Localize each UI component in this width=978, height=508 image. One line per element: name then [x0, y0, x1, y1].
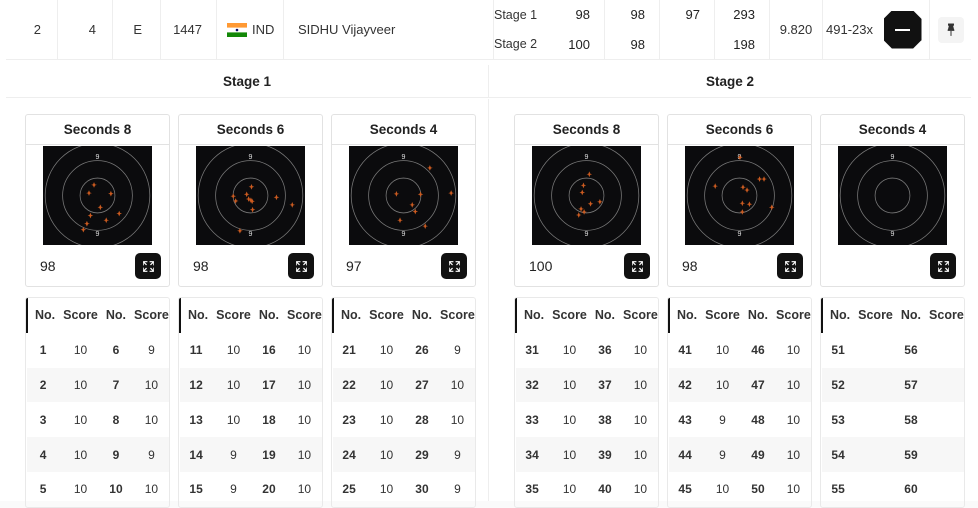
svg-text:9: 9	[891, 153, 895, 161]
svg-text:9: 9	[738, 230, 742, 238]
svg-text:9: 9	[585, 153, 589, 161]
svg-text:9: 9	[402, 230, 406, 238]
svg-text:9: 9	[249, 230, 253, 238]
svg-text:9: 9	[96, 230, 100, 238]
svg-text:9: 9	[891, 230, 895, 238]
svg-text:9: 9	[585, 230, 589, 238]
svg-text:9: 9	[249, 153, 253, 161]
svg-text:9: 9	[402, 153, 406, 161]
svg-text:9: 9	[96, 153, 100, 161]
